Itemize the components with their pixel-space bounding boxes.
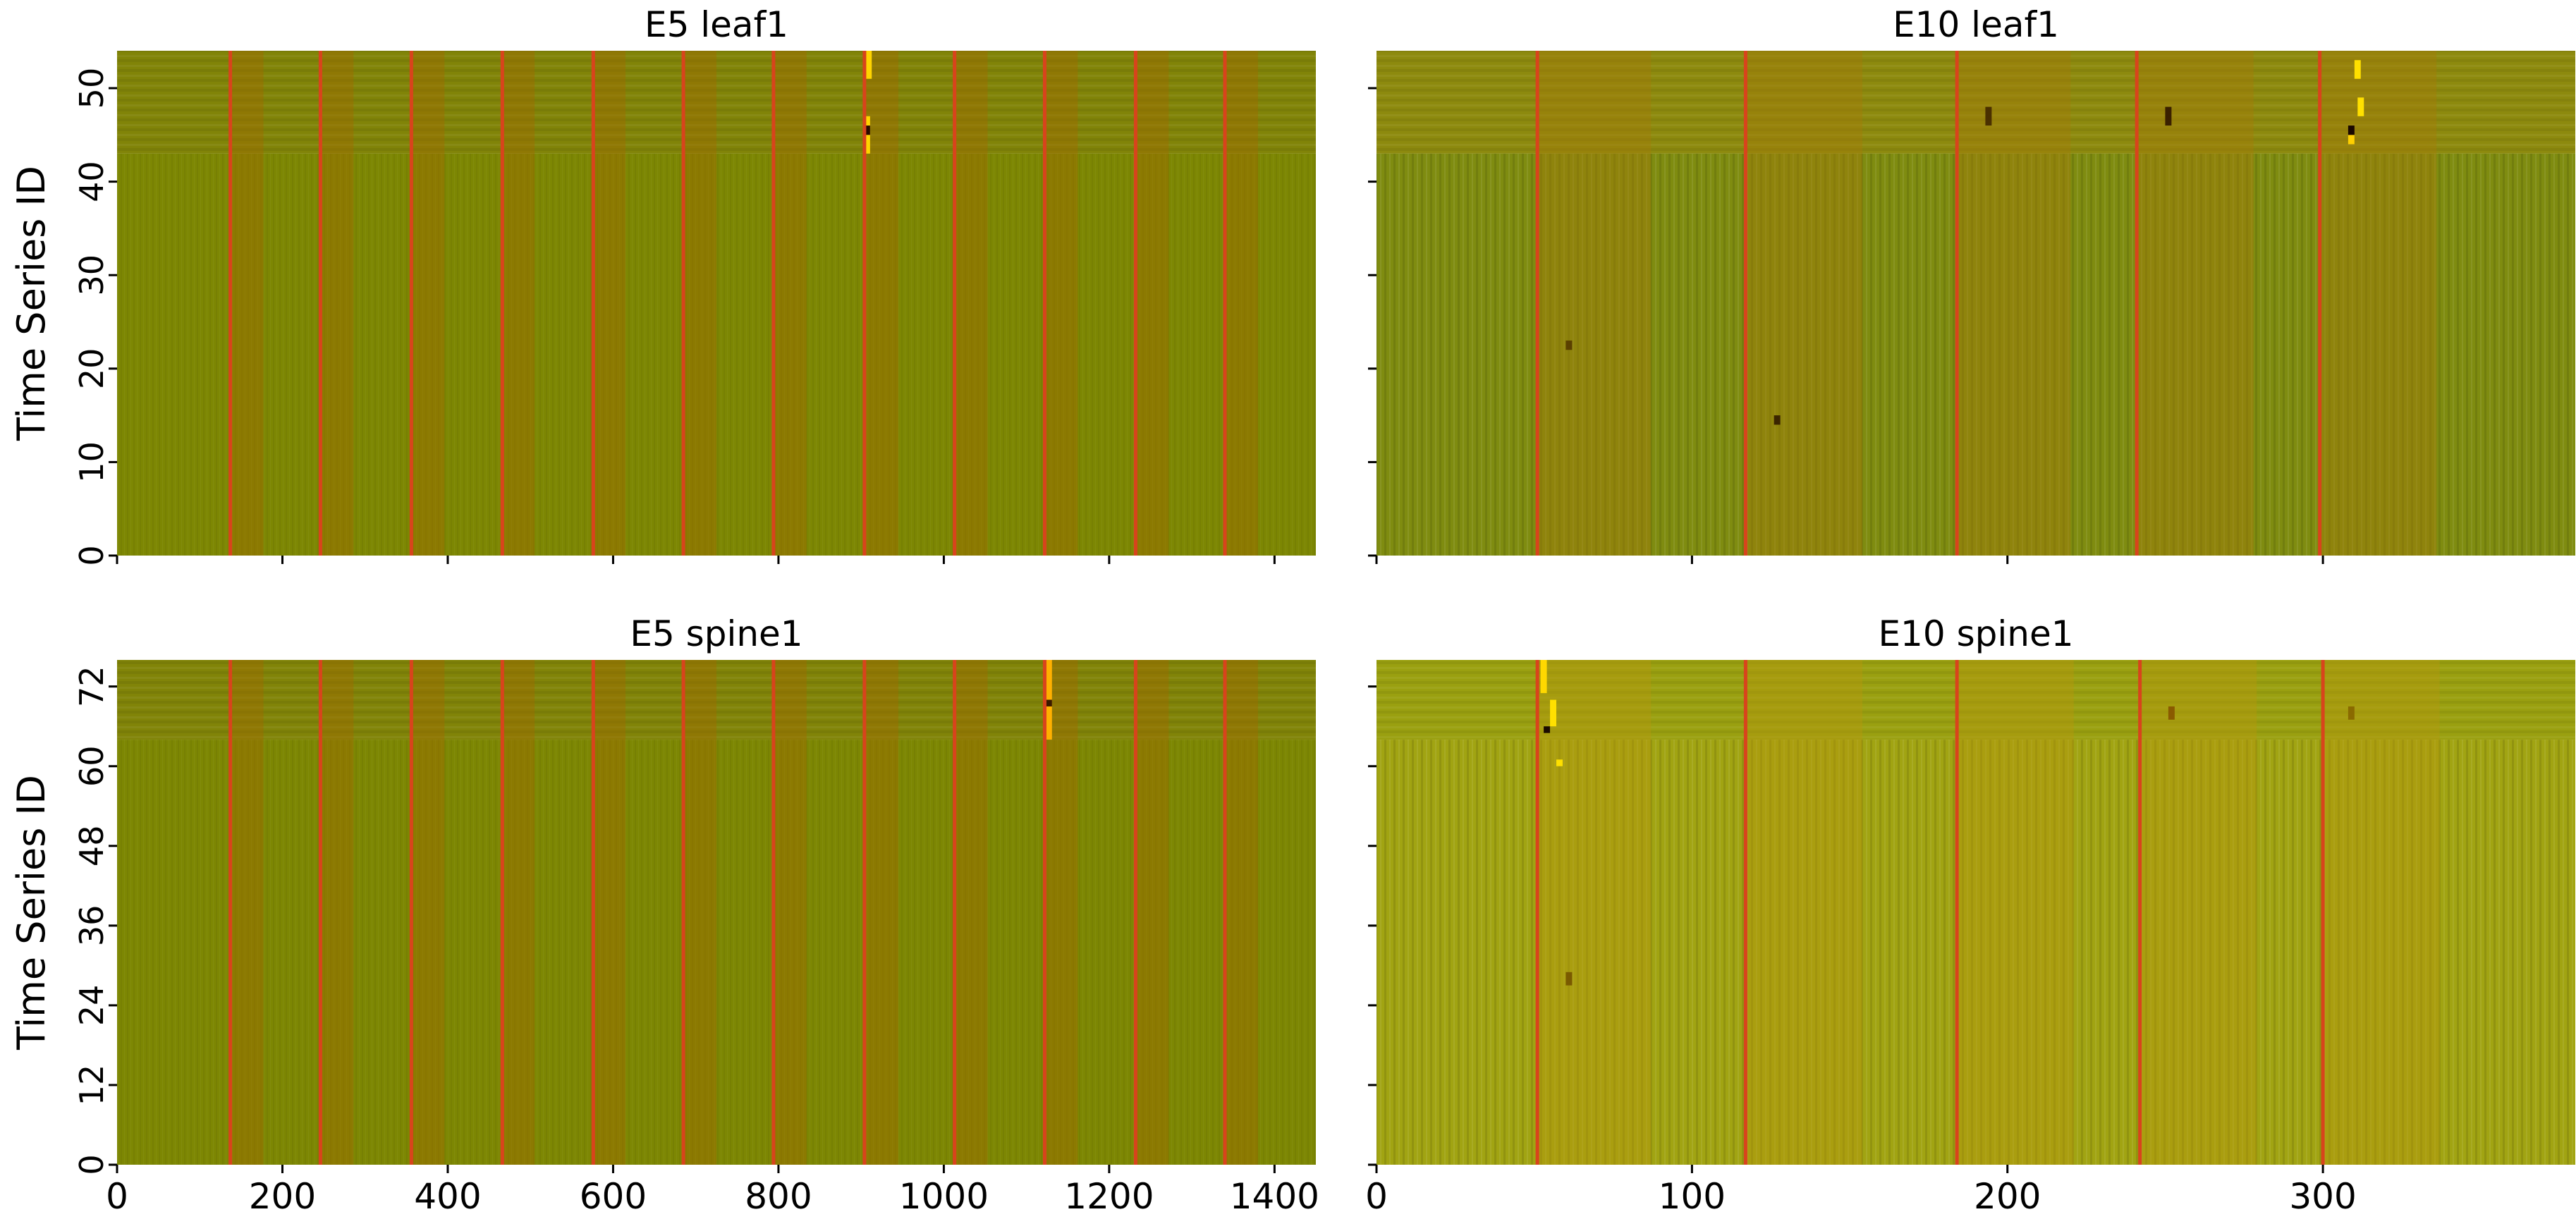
event-band-2 [1745, 660, 1862, 1165]
event-band-3 [411, 660, 445, 1165]
ytick-label: 48 [73, 826, 111, 867]
ytick-label: 72 [73, 666, 111, 707]
xtick-label: 1400 [1230, 1176, 1319, 1217]
event-band-3 [1957, 51, 2071, 556]
heatmap-texture [117, 740, 1316, 1165]
xtick-label: 1000 [899, 1176, 989, 1217]
heatmap-upper-texture [1376, 51, 2575, 154]
event-band-6 [683, 660, 716, 1165]
heatmap-panel-2: E10 leaf1 [1368, 4, 2575, 564]
event-band-5 [593, 660, 626, 1165]
heatmap-highlight-7 [1565, 972, 1573, 986]
xtick-label: 200 [1974, 1176, 2041, 1217]
heatmap-highlight-8 [1565, 341, 1573, 350]
heatmap-upper-texture [1376, 660, 2575, 740]
xtick-label: 300 [2289, 1176, 2356, 1217]
ytick-label: 10 [73, 441, 111, 483]
event-band-1 [230, 51, 264, 556]
heatmap-highlight-7 [1774, 415, 1781, 425]
ytick-label: 0 [73, 545, 111, 565]
heatmap-highlight-3 [1544, 726, 1551, 733]
heatmap-highlight-6 [2348, 125, 2355, 135]
event-band-3 [1957, 660, 2074, 1165]
event-band-4 [2137, 51, 2254, 556]
xtick-label: 0 [106, 1176, 128, 1217]
event-band-7 [773, 51, 807, 556]
event-band-9 [954, 51, 988, 556]
xtick-label: 800 [745, 1176, 812, 1217]
event-band-1 [1537, 660, 1652, 1165]
heatmap-panel-4: E10 spine1 0 100 200 300 [1365, 613, 2575, 1217]
heatmap-highlight-4 [1556, 759, 1563, 766]
event-band-12 [1225, 660, 1258, 1165]
ytick-label: 0 [73, 1154, 111, 1175]
heatmap-highlight-1 [1540, 660, 1547, 694]
xtick-label: 1200 [1064, 1176, 1154, 1217]
heatmap-highlight-3 [866, 51, 872, 79]
event-band-9 [954, 660, 988, 1165]
event-band-2 [320, 660, 354, 1165]
heatmap-highlight-4 [2357, 97, 2364, 116]
y-axis-label: Time Series ID [9, 775, 54, 1051]
heatmap-highlight-2 [1046, 699, 1052, 706]
heatmap-upper-texture [117, 51, 1316, 154]
heatmap-texture [1376, 740, 2575, 1165]
heatmap-highlight-5 [2348, 135, 2355, 145]
ytick-label: 12 [73, 1065, 111, 1106]
event-band-12 [1225, 51, 1258, 556]
ytick-label: 60 [73, 745, 111, 787]
heatmap-highlight-6 [2348, 706, 2355, 720]
heatmap-highlight-3 [2354, 60, 2361, 79]
panel-title: E10 spine1 [1878, 613, 2073, 654]
heatmap-highlight-5 [2168, 706, 2175, 720]
event-band-6 [683, 51, 716, 556]
event-band-4 [502, 51, 535, 556]
event-band-10 [1044, 660, 1078, 1165]
event-band-10 [1044, 51, 1078, 556]
ytick-label: 36 [73, 905, 111, 947]
event-band-11 [1135, 51, 1169, 556]
event-band-8 [864, 660, 898, 1165]
event-band-3 [411, 51, 445, 556]
event-band-4 [502, 660, 535, 1165]
xtick-label: 0 [1365, 1176, 1388, 1217]
event-band-2 [1745, 51, 1862, 556]
ytick-label: 30 [73, 255, 111, 296]
ytick-label: 50 [73, 68, 111, 109]
panel-title: E5 leaf1 [645, 4, 788, 45]
xtick-label: 600 [580, 1176, 647, 1217]
ytick-label: 20 [73, 348, 111, 390]
xtick-label: 400 [414, 1176, 481, 1217]
event-band-5 [2319, 51, 2437, 556]
event-band-5 [593, 51, 626, 556]
heatmap-highlight-2 [864, 125, 870, 135]
heatmap-panel-3: E5 spine1 0 12 24 36 48 60 72 0 200 400 600 800 1000 1… [9, 613, 1319, 1217]
heatmap-panel-1: E5 leaf1 0 10 20 30 40 50 Time Series ID [9, 4, 1316, 566]
event-band-11 [1135, 660, 1169, 1165]
ytick-label: 24 [73, 985, 111, 1027]
event-band-5 [2323, 660, 2440, 1165]
heatmap-upper-texture [117, 660, 1316, 740]
panels-layer: E5 leaf1 0 10 20 30 40 50 Time Series ID E10 lea… [9, 4, 2575, 1217]
heatmap-highlight-2 [2165, 106, 2172, 126]
heatmap-texture [117, 153, 1316, 556]
event-band-2 [320, 51, 354, 556]
panel-title: E10 leaf1 [1893, 4, 2059, 45]
y-axis-label: Time Series ID [9, 166, 54, 441]
event-band-1 [1537, 51, 1652, 556]
event-band-4 [2139, 660, 2257, 1165]
heatmap-highlight-1 [1985, 106, 1992, 126]
xtick-label: 200 [249, 1176, 316, 1217]
xtick-label: 100 [1659, 1176, 1726, 1217]
event-band-1 [230, 660, 264, 1165]
heatmap-highlight-2 [1550, 699, 1556, 727]
panel-title: E5 spine1 [630, 613, 802, 654]
heatmap-texture [1376, 153, 2575, 556]
ytick-label: 40 [73, 161, 111, 202]
event-band-8 [864, 51, 898, 556]
event-band-7 [773, 660, 807, 1165]
